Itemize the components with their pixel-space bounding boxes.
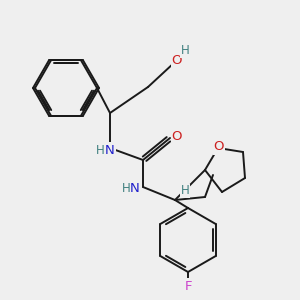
Text: O: O	[172, 130, 182, 143]
Text: O: O	[214, 140, 224, 154]
Text: O: O	[172, 55, 182, 68]
Text: H: H	[181, 184, 189, 197]
Text: H: H	[96, 143, 104, 157]
Text: F: F	[184, 280, 192, 292]
Text: H: H	[122, 182, 130, 194]
Text: N: N	[105, 143, 115, 157]
Text: N: N	[130, 182, 140, 194]
Text: H: H	[181, 44, 189, 58]
